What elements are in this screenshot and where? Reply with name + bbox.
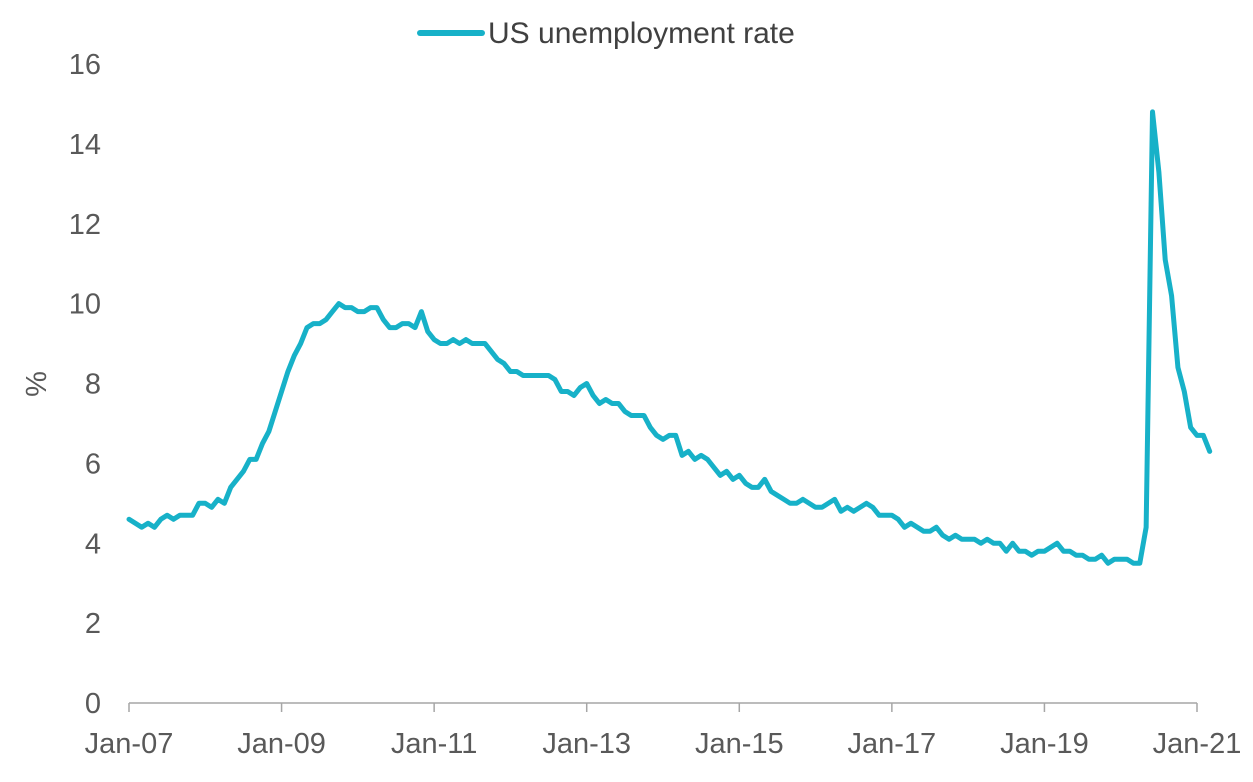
y-tick-label: 0	[85, 688, 101, 720]
y-tick-label: 2	[85, 608, 101, 640]
y-axis-title: %	[21, 371, 53, 397]
y-tick-label: 16	[69, 49, 101, 81]
legend: US unemployment rate	[420, 17, 795, 50]
legend-label: US unemployment rate	[488, 17, 795, 50]
x-tick-label: Jan-07	[85, 728, 174, 760]
x-tick-label: Jan-17	[848, 728, 937, 760]
y-tick-label: 4	[85, 528, 101, 560]
x-tick-label: Jan-19	[1000, 728, 1089, 760]
x-tick-label: Jan-09	[237, 728, 326, 760]
series-points	[129, 112, 1210, 564]
x-tick-label: Jan-21	[1153, 728, 1242, 760]
series-line-us-unemployment-rate	[129, 112, 1210, 563]
y-tick-label: 14	[69, 129, 101, 161]
y-tick-label: 10	[69, 289, 101, 321]
x-tick-label: Jan-13	[542, 728, 631, 760]
y-tick-label: 12	[69, 209, 101, 241]
y-tick-label: 8	[85, 369, 101, 401]
x-axis-ticks: Jan-07 Jan-09 Jan-11 Jan-13 Jan-15 Jan-17 Jan-…	[85, 703, 1242, 760]
y-axis-ticks: 0 2 4 6 8 10 12 14 16	[69, 49, 101, 720]
x-tick-label: Jan-15	[695, 728, 784, 760]
x-tick-label: Jan-11	[391, 728, 478, 760]
y-tick-label: 6	[85, 448, 101, 480]
